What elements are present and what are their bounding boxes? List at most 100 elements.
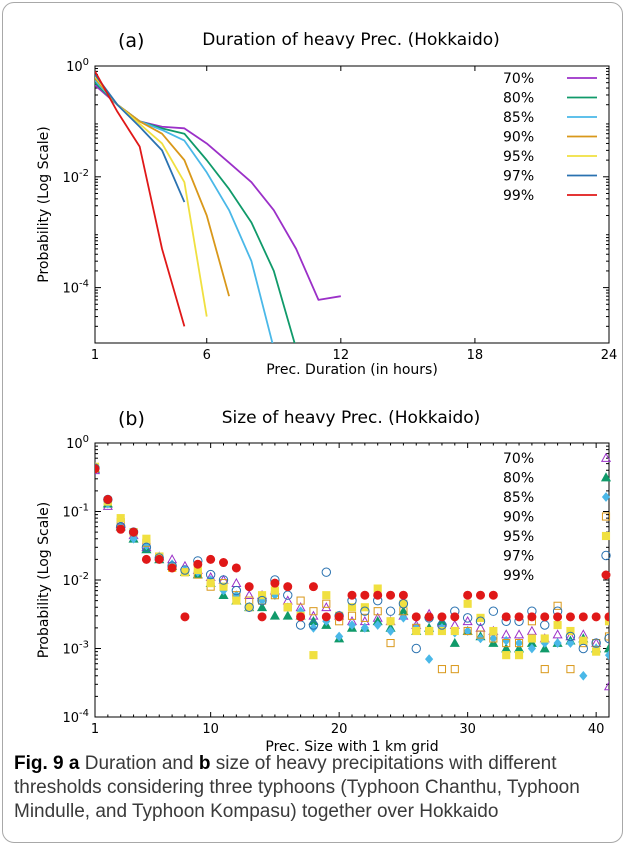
- data-point-90: [592, 639, 601, 648]
- data-point-97: [475, 616, 486, 626]
- data-point-80: [269, 610, 280, 620]
- data-point-95: [245, 603, 254, 612]
- data-point-90: [373, 607, 382, 616]
- data-point-97: [488, 606, 499, 616]
- y-axis-label: Probability (Log Scale): [36, 502, 52, 659]
- data-point-99: [386, 590, 396, 600]
- data-point-97: [244, 602, 254, 612]
- panel-label: (b): [118, 408, 145, 430]
- x-tick-label: 30: [459, 722, 476, 737]
- data-point-99: [296, 612, 306, 622]
- x-axis-label: Prec. Duration (in hours): [266, 362, 438, 378]
- data-point-97: [231, 585, 242, 596]
- data-point-95: [232, 596, 241, 605]
- data-point-70: [526, 625, 537, 635]
- data-point-90: [437, 665, 447, 674]
- data-point-85: [129, 533, 138, 544]
- data-point-99: [129, 527, 139, 537]
- data-point-99: [475, 590, 485, 600]
- data-point-95: [540, 634, 549, 643]
- y-tick-label: 10-1: [62, 503, 89, 521]
- legend-label-90: 90%: [503, 510, 534, 526]
- data-point-95: [322, 591, 331, 600]
- data-point-85: [604, 650, 609, 660]
- series-line-99: [95, 70, 186, 327]
- panel-label: (a): [118, 30, 144, 52]
- data-point-99: [398, 590, 408, 600]
- data-point-99: [591, 612, 601, 622]
- x-tick-label: 1: [91, 348, 99, 363]
- data-point-95: [425, 626, 434, 636]
- data-point-97: [604, 633, 609, 644]
- data-point-80: [449, 637, 460, 647]
- legend-label-70: 70%: [503, 451, 534, 467]
- data-point-85: [566, 638, 575, 648]
- data-point-95: [283, 603, 292, 612]
- caption-b-letter: b: [198, 753, 211, 774]
- data-point-85: [360, 623, 369, 633]
- data-point-95: [270, 586, 279, 595]
- x-tick-label: 12: [333, 348, 350, 363]
- data-point-99: [270, 578, 280, 588]
- data-point-90: [514, 639, 524, 648]
- panel-a: [94, 65, 610, 344]
- data-point-99: [514, 612, 524, 622]
- data-point-85: [335, 631, 344, 642]
- data-point-95: [386, 617, 395, 626]
- x-tick-label: 18: [467, 348, 484, 363]
- data-point-99: [103, 494, 113, 504]
- y-tick-label: 10-4: [62, 708, 89, 726]
- data-point-99: [501, 612, 511, 622]
- data-point-97: [218, 575, 229, 585]
- legend-marker-70: [600, 452, 612, 462]
- data-point-80: [603, 643, 609, 653]
- x-tick-label: 1: [91, 722, 99, 737]
- data-point-95: [566, 626, 575, 636]
- data-layer: [95, 70, 341, 343]
- data-point-97: [283, 590, 293, 600]
- data-point-99: [540, 612, 550, 622]
- legend-marker-99: [601, 570, 611, 580]
- legend-marker-85: [601, 492, 611, 502]
- legend-label-95: 95%: [503, 529, 534, 545]
- plot-frame: [94, 65, 610, 344]
- data-point-97: [257, 595, 267, 606]
- x-tick-label: 10: [202, 722, 219, 737]
- data-point-85: [514, 638, 524, 648]
- data-point-95: [309, 651, 318, 660]
- data-point-95: [527, 634, 536, 643]
- data-point-99: [154, 554, 164, 564]
- data-point-99: [95, 464, 100, 474]
- data-point-97: [591, 638, 601, 648]
- x-tick-label: 6: [203, 348, 211, 363]
- data-point-70: [603, 681, 609, 691]
- caption-fig-label: Fig. 9: [14, 753, 64, 774]
- data-point-95: [502, 651, 511, 660]
- data-point-97: [360, 606, 370, 616]
- data-layer: [95, 462, 609, 691]
- data-point-95: [257, 591, 267, 600]
- y-axis-label: Probability (Log Scale): [36, 126, 52, 283]
- data-point-85: [489, 633, 498, 644]
- legend-marker-97: [601, 550, 611, 561]
- figure-charts: 1 6 12 18 24 100 10-2 10-4 (a) Duration of heavy …: [36, 30, 617, 755]
- data-point-99: [450, 612, 460, 622]
- data-point-80: [257, 602, 268, 612]
- data-point-85: [309, 623, 318, 633]
- data-point-99: [565, 612, 575, 622]
- chart-title: Duration of heavy Prec. (Hokkaido): [202, 30, 500, 50]
- data-point-99: [206, 554, 216, 564]
- data-point-90: [553, 601, 562, 610]
- data-point-97: [141, 542, 152, 553]
- x-tick-label: 20: [331, 722, 348, 737]
- data-point-90: [386, 639, 395, 648]
- data-point-95: [399, 599, 408, 608]
- data-point-97: [540, 620, 550, 630]
- data-point-90: [502, 639, 511, 648]
- data-point-85: [553, 638, 562, 648]
- data-point-80: [282, 610, 293, 620]
- y-tick-label: 10-2: [62, 571, 89, 589]
- data-point-95: [142, 534, 151, 543]
- y-tick-label: 10-4: [62, 279, 89, 297]
- data-point-85: [373, 620, 382, 630]
